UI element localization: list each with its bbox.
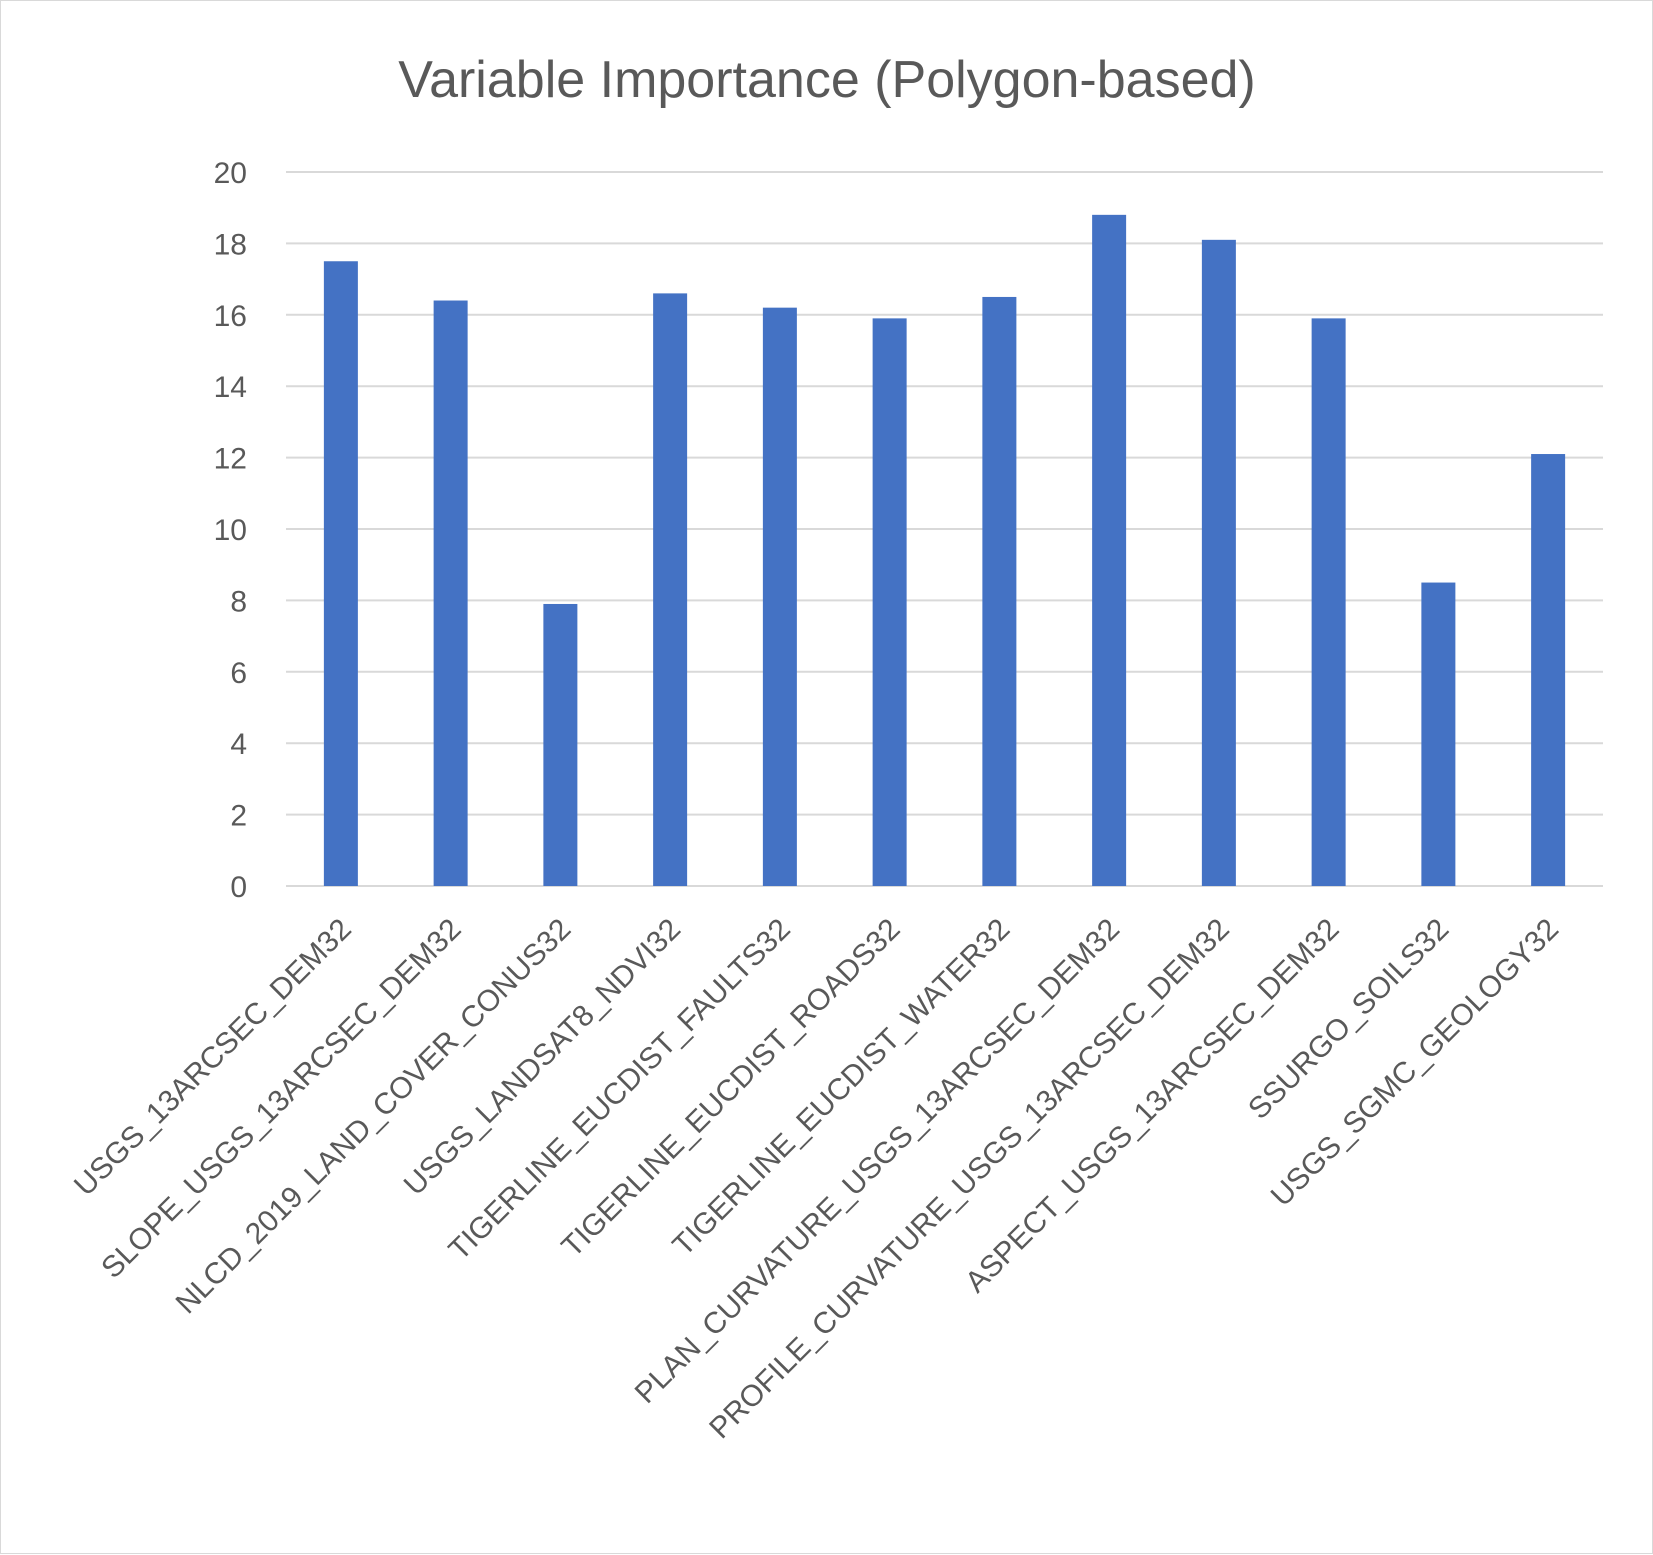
bar — [1201, 239, 1236, 886]
y-tick-label: 10 — [214, 514, 247, 547]
y-tick-label: 18 — [214, 228, 247, 261]
bar — [1092, 214, 1127, 887]
y-tick-label: 8 — [230, 585, 247, 618]
y-axis-tick-labels: 0 2 4 6 8 10 12 14 16 18 20 — [214, 157, 247, 904]
bar — [323, 261, 358, 886]
x-category-label: PROFILE_CURVATURE_USGS_13ARCSEC_DEM32 — [703, 913, 1236, 1446]
x-category-label: SSURGO_SOILS32 — [1242, 913, 1455, 1126]
y-tick-label: 6 — [230, 657, 247, 690]
y-tick-label: 12 — [214, 443, 247, 476]
bar — [653, 293, 688, 886]
bar — [1421, 582, 1456, 886]
y-tick-label: 2 — [230, 800, 247, 833]
bar — [872, 318, 907, 886]
x-category-label: ASPECT_USGS_13ARCSEC_DEM32 — [959, 913, 1345, 1299]
bar — [762, 307, 797, 886]
bar — [543, 603, 578, 886]
y-tick-label: 14 — [214, 371, 247, 404]
bar — [433, 300, 468, 886]
y-tick-label: 4 — [230, 728, 247, 761]
bar — [982, 296, 1017, 886]
y-tick-label: 20 — [214, 157, 247, 190]
y-tick-label: 0 — [230, 871, 247, 904]
bar — [1311, 318, 1346, 886]
y-tick-label: 16 — [214, 300, 247, 333]
x-category-label: NLCD_2019_LAND_COVER_CONUS32 — [170, 913, 578, 1321]
gridlines — [286, 171, 1603, 887]
bars — [323, 214, 1566, 887]
x-axis-category-labels: USGS_13ARCSEC_DEM32SLOPE_USGS_13ARCSEC_D… — [68, 913, 1565, 1446]
bar — [1531, 454, 1566, 886]
chart-title: Variable Importance (Polygon-based) — [398, 51, 1256, 109]
